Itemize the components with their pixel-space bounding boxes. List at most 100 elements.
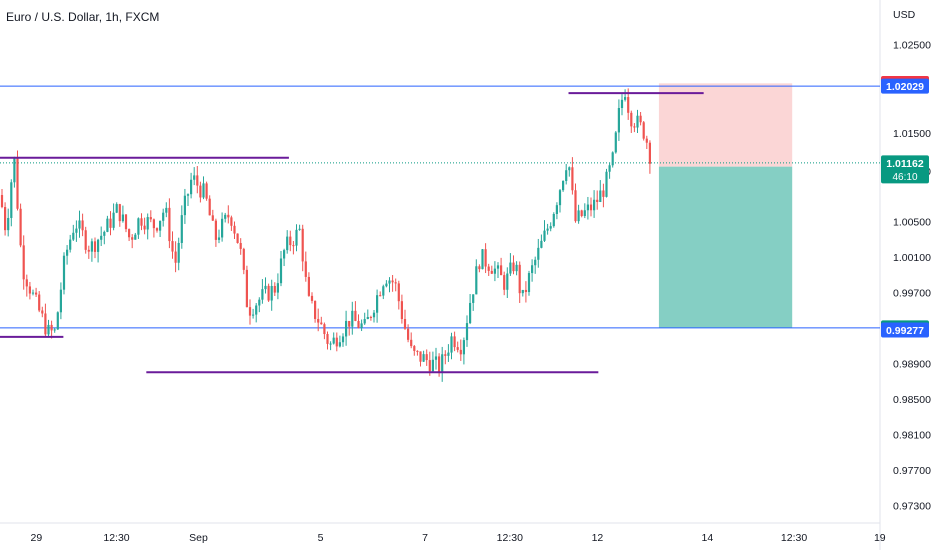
candle-body <box>341 336 345 343</box>
candle-body <box>248 307 252 316</box>
candle-body <box>174 251 177 263</box>
candle-body <box>484 249 487 267</box>
horizontal-lines[interactable] <box>0 85 880 329</box>
price-badge-countdown: 46:10 <box>892 172 917 183</box>
price-badge-label: 1.01162 <box>886 158 924 170</box>
level-lines[interactable] <box>0 92 704 374</box>
candle-body <box>84 230 87 250</box>
candle-body <box>81 220 84 231</box>
candle-body <box>205 183 208 199</box>
candle-body <box>103 231 106 236</box>
candle-body <box>38 294 41 311</box>
y-tick-label: 1.01500 <box>893 128 931 140</box>
candle-body <box>515 264 518 272</box>
candle-body <box>521 289 524 294</box>
candle-body <box>193 175 196 180</box>
candle-body <box>577 210 580 222</box>
candle-body <box>227 214 230 218</box>
candle-body <box>59 289 62 313</box>
candle-body <box>552 213 555 227</box>
candle-body <box>35 292 38 295</box>
candle-body <box>124 214 128 230</box>
candle-body <box>255 305 258 315</box>
candle-body <box>0 195 4 208</box>
candle-body <box>648 142 651 164</box>
position-zones[interactable] <box>658 83 793 328</box>
candle-body <box>379 295 382 297</box>
candle-body <box>586 204 589 211</box>
candle-body <box>72 232 75 240</box>
candle-body <box>283 250 286 259</box>
candle-body <box>149 217 152 220</box>
candle-body <box>472 294 475 303</box>
price-badge <box>881 78 929 94</box>
candle-body <box>301 228 304 262</box>
candle-body <box>366 316 369 320</box>
candle-body <box>109 218 112 228</box>
candle-body <box>456 347 459 350</box>
time-axis[interactable]: 29 12:30 Sep 5 7 12:30 12 14 12:30 19 <box>31 532 886 544</box>
candle-body <box>428 360 431 372</box>
candle-body <box>385 283 388 287</box>
candle-body <box>208 198 211 216</box>
x-tick-label: Sep <box>189 532 208 544</box>
candle-body <box>478 266 481 270</box>
x-tick-label: 12 <box>592 532 604 544</box>
candle-body <box>413 346 416 351</box>
candle-body <box>252 314 255 316</box>
candle-body <box>453 336 456 348</box>
candle-body <box>155 228 159 231</box>
candle-body <box>490 270 493 274</box>
candle-body <box>276 283 279 293</box>
candle-body <box>506 273 509 290</box>
candle-body <box>332 337 335 344</box>
candle-body <box>422 354 425 362</box>
candle-body <box>56 312 59 330</box>
candle-body <box>500 265 503 276</box>
candle-body <box>565 170 568 181</box>
candle-body <box>416 350 419 352</box>
candle-body <box>459 349 462 355</box>
candle-body <box>388 280 391 284</box>
candle-body <box>608 165 611 172</box>
candle-body <box>320 322 323 325</box>
candle-body <box>87 249 90 252</box>
candle-body <box>351 310 354 327</box>
candle-body <box>400 301 403 320</box>
candle-body <box>97 239 100 252</box>
candle-body <box>549 226 552 229</box>
candle-body <box>354 310 357 321</box>
x-tick-label: 19 <box>874 532 886 544</box>
candle-body <box>568 167 571 171</box>
candle-body <box>323 324 326 335</box>
candle-body <box>146 217 149 230</box>
candle-body <box>214 220 217 240</box>
candle-body <box>493 268 496 274</box>
x-tick-label: 7 <box>422 532 428 544</box>
candle-body <box>580 210 583 217</box>
x-tick-label: 12:30 <box>497 532 523 544</box>
candle-body <box>47 324 50 335</box>
candle-body <box>562 180 565 191</box>
candle-body <box>224 214 227 219</box>
candle-body <box>50 324 53 331</box>
candle-body <box>19 208 22 246</box>
candle-body <box>264 285 267 290</box>
candle-body <box>394 282 397 284</box>
candle-body <box>66 249 69 256</box>
candle-body <box>335 337 338 347</box>
candle-body <box>602 190 605 197</box>
candle-body <box>289 236 292 246</box>
candles[interactable] <box>0 88 651 382</box>
candle-body <box>639 115 642 123</box>
candle-body <box>475 266 478 295</box>
candle-body <box>186 194 190 196</box>
candle-body <box>465 323 469 341</box>
candle-body <box>44 313 47 335</box>
candle-body <box>630 112 633 127</box>
candle-body <box>558 190 562 206</box>
candle-body <box>171 241 174 252</box>
candle-body <box>298 228 301 230</box>
candle-body <box>307 276 310 296</box>
